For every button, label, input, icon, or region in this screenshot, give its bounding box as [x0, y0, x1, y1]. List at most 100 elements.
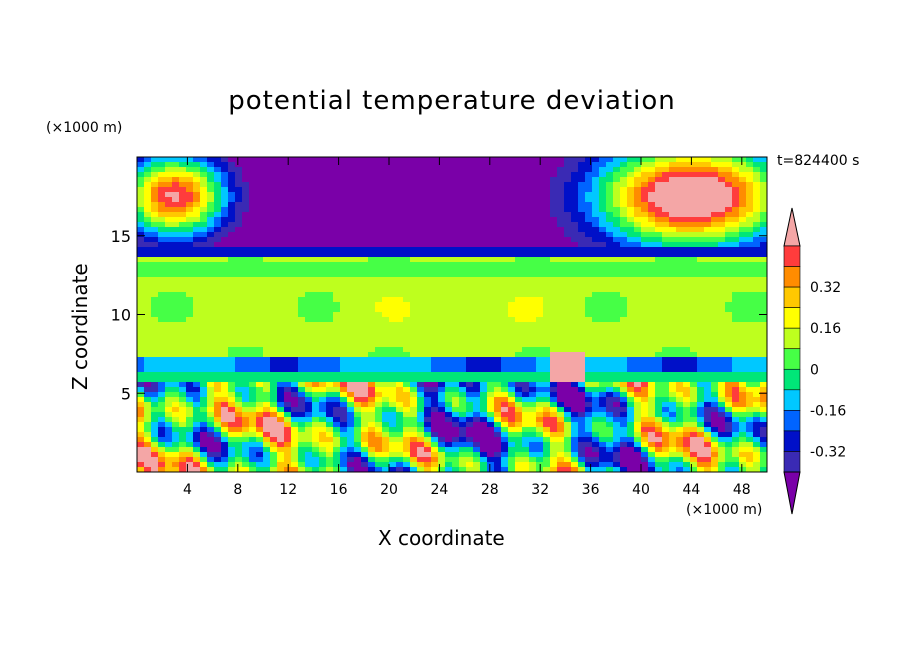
- field-cell: [368, 372, 376, 378]
- field-cell: [606, 177, 614, 183]
- field-cell: [144, 272, 152, 278]
- field-cell: [417, 217, 425, 223]
- field-cell: [354, 212, 362, 218]
- field-cell: [158, 177, 166, 183]
- field-cell: [256, 232, 264, 238]
- field-cell: [445, 217, 453, 223]
- field-cell: [452, 427, 460, 433]
- field-cell: [529, 372, 537, 378]
- field-cell: [158, 377, 166, 383]
- field-cell: [683, 257, 691, 263]
- field-cell: [382, 277, 390, 283]
- field-cell: [508, 227, 516, 233]
- field-cell: [277, 357, 285, 363]
- field-cell: [655, 167, 663, 173]
- field-cell: [207, 167, 215, 173]
- field-cell: [389, 232, 397, 238]
- field-cell: [438, 422, 446, 428]
- field-cell: [571, 222, 579, 228]
- field-cell: [662, 277, 670, 283]
- field-cell: [403, 392, 411, 398]
- field-cell: [676, 347, 684, 353]
- field-cell: [417, 407, 425, 413]
- field-cell: [298, 347, 306, 353]
- field-cell: [326, 387, 334, 393]
- field-cell: [200, 252, 208, 258]
- field-cell: [648, 297, 656, 303]
- field-cell: [732, 262, 740, 268]
- field-cell: [760, 377, 767, 383]
- field-cell: [193, 177, 201, 183]
- field-cell: [543, 237, 551, 243]
- field-cell: [361, 342, 369, 348]
- field-cell: [578, 167, 586, 173]
- field-cell: [368, 247, 376, 253]
- field-cell: [438, 342, 446, 348]
- field-cell: [284, 327, 292, 333]
- field-cell: [172, 227, 180, 233]
- field-cell: [564, 167, 572, 173]
- field-cell: [361, 232, 369, 238]
- field-cell: [676, 247, 684, 253]
- field-cell: [249, 197, 257, 203]
- field-cell: [445, 312, 453, 318]
- field-cell: [564, 407, 572, 413]
- field-cell: [305, 287, 313, 293]
- field-cell: [396, 247, 404, 253]
- field-cell: [298, 422, 306, 428]
- field-cell: [137, 357, 145, 363]
- field-cell: [557, 182, 565, 188]
- field-cell: [536, 412, 544, 418]
- field-cell: [179, 322, 187, 328]
- field-cell: [298, 417, 306, 423]
- field-cell: [746, 417, 754, 423]
- field-cell: [235, 347, 243, 353]
- field-cell: [739, 387, 747, 393]
- field-cell: [396, 227, 404, 233]
- field-cell: [543, 252, 551, 258]
- field-cell: [648, 322, 656, 328]
- field-cell: [522, 397, 530, 403]
- field-cell: [361, 337, 369, 343]
- field-cell: [221, 362, 229, 368]
- field-cell: [333, 222, 341, 228]
- field-cell: [627, 247, 635, 253]
- field-cell: [494, 207, 502, 213]
- field-cell: [529, 277, 537, 283]
- field-cell: [466, 217, 474, 223]
- field-cell: [249, 257, 257, 263]
- field-cell: [711, 272, 719, 278]
- field-cell: [326, 222, 334, 228]
- field-cell: [627, 282, 635, 288]
- field-cell: [557, 282, 565, 288]
- field-cell: [585, 367, 593, 373]
- field-cell: [382, 417, 390, 423]
- field-cell: [487, 297, 495, 303]
- field-cell: [200, 402, 208, 408]
- field-cell: [620, 207, 628, 213]
- field-cell: [200, 367, 208, 373]
- field-cell: [564, 387, 572, 393]
- field-cell: [627, 357, 635, 363]
- field-cell: [438, 302, 446, 308]
- field-cell: [452, 377, 460, 383]
- field-cell: [235, 412, 243, 418]
- field-cell: [221, 182, 229, 188]
- field-cell: [200, 392, 208, 398]
- field-cell: [228, 252, 236, 258]
- field-cell: [249, 397, 257, 403]
- field-cell: [683, 332, 691, 338]
- field-cell: [396, 382, 404, 388]
- field-cell: [263, 422, 271, 428]
- field-cell: [326, 372, 334, 378]
- field-cell: [725, 362, 733, 368]
- field-cell: [186, 172, 194, 178]
- field-cell: [543, 427, 551, 433]
- field-cell: [697, 287, 705, 293]
- field-cell: [627, 287, 635, 293]
- field-cell: [207, 312, 215, 318]
- field-cell: [207, 257, 215, 263]
- field-cell: [753, 227, 761, 233]
- field-cell: [725, 202, 733, 208]
- field-cell: [417, 412, 425, 418]
